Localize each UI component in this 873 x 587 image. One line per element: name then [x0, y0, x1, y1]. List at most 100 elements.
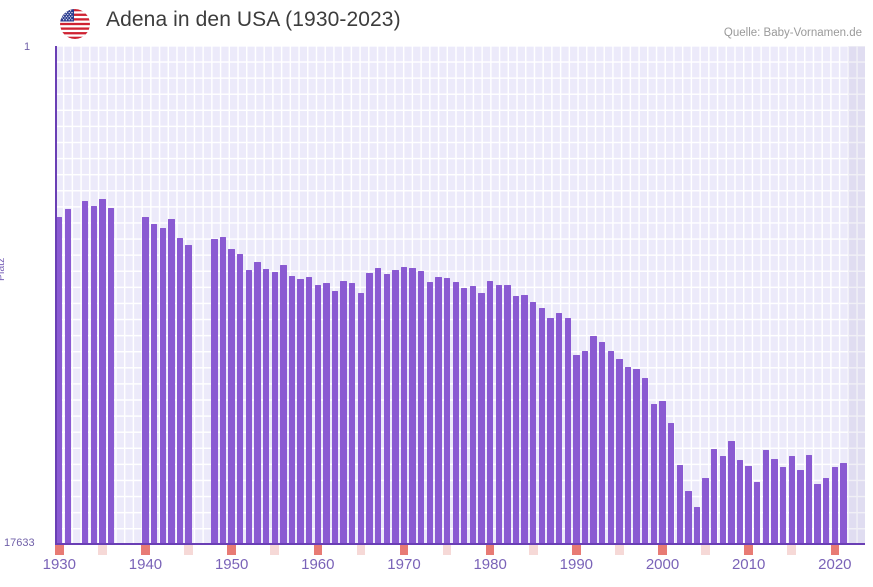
- bar[interactable]: [340, 280, 347, 545]
- bar[interactable]: [323, 283, 330, 545]
- bar[interactable]: [107, 207, 115, 545]
- bar[interactable]: [366, 272, 373, 545]
- bar[interactable]: [633, 369, 640, 545]
- bar[interactable]: [693, 507, 701, 545]
- bar[interactable]: [685, 491, 692, 545]
- bar[interactable]: [331, 291, 339, 545]
- bar[interactable]: [228, 249, 235, 545]
- bar[interactable]: [788, 456, 795, 545]
- x-axis-tick-1970: [399, 545, 409, 555]
- bar[interactable]: [771, 459, 778, 545]
- bar[interactable]: [288, 275, 296, 545]
- bar[interactable]: [728, 441, 735, 545]
- bar[interactable]: [711, 449, 718, 545]
- bar[interactable]: [642, 377, 649, 545]
- bar[interactable]: [150, 224, 158, 545]
- bar[interactable]: [840, 462, 847, 545]
- bar[interactable]: [745, 465, 752, 545]
- x-axis-tick-1975: [442, 545, 452, 555]
- bar[interactable]: [418, 271, 425, 545]
- bar[interactable]: [581, 350, 589, 545]
- bar[interactable]: [667, 422, 675, 545]
- bar[interactable]: [814, 484, 821, 545]
- bar[interactable]: [564, 317, 571, 545]
- bar[interactable]: [297, 279, 304, 545]
- bar[interactable]: [374, 267, 382, 545]
- bar[interactable]: [271, 272, 278, 545]
- bar[interactable]: [314, 285, 321, 545]
- bar[interactable]: [736, 459, 744, 545]
- bar[interactable]: [555, 312, 563, 545]
- x-axis-label-2010: 2010: [731, 556, 766, 573]
- bar[interactable]: [495, 284, 502, 545]
- bar[interactable]: [452, 282, 459, 545]
- bar[interactable]: [168, 218, 175, 545]
- bar[interactable]: [349, 283, 356, 545]
- bar[interactable]: [280, 265, 287, 545]
- bar[interactable]: [590, 335, 597, 545]
- bar[interactable]: [486, 280, 494, 545]
- bar[interactable]: [797, 469, 804, 545]
- bar[interactable]: [443, 277, 451, 545]
- x-axis-label-1970: 1970: [387, 556, 421, 573]
- x-axis-tick-1965: [356, 545, 366, 555]
- bar[interactable]: [624, 366, 632, 545]
- x-axis-tick-1985: [528, 545, 538, 555]
- bar[interactable]: [81, 201, 89, 545]
- bar[interactable]: [831, 467, 839, 545]
- bar[interactable]: [754, 481, 761, 545]
- bar[interactable]: [823, 478, 830, 545]
- x-axis-tick-1945: [184, 545, 193, 555]
- bar[interactable]: [478, 293, 485, 545]
- bar[interactable]: [521, 295, 528, 545]
- bar[interactable]: [607, 351, 614, 545]
- x-axis-tick-1940: [141, 545, 150, 555]
- bar[interactable]: [530, 302, 537, 545]
- bar[interactable]: [538, 308, 546, 545]
- bar[interactable]: [598, 342, 606, 545]
- x-axis-tick-1930: [55, 545, 64, 555]
- bar-series: [55, 46, 865, 545]
- bar[interactable]: [719, 456, 726, 545]
- bar[interactable]: [435, 277, 442, 545]
- bar[interactable]: [357, 293, 365, 545]
- bar[interactable]: [383, 274, 390, 545]
- bar[interactable]: [461, 287, 468, 545]
- bar[interactable]: [762, 450, 770, 545]
- bar[interactable]: [176, 238, 184, 545]
- bar[interactable]: [409, 267, 416, 545]
- bar[interactable]: [392, 270, 399, 545]
- bar[interactable]: [185, 244, 192, 545]
- x-axis-tick-1935: [98, 545, 107, 555]
- bar[interactable]: [56, 216, 63, 545]
- bar[interactable]: [306, 276, 313, 545]
- bar[interactable]: [237, 254, 244, 545]
- bar[interactable]: [702, 477, 709, 545]
- bar[interactable]: [512, 296, 520, 545]
- bar[interactable]: [219, 237, 227, 545]
- bar[interactable]: [805, 454, 813, 545]
- x-axis-tick-1955: [270, 545, 280, 555]
- bar[interactable]: [469, 285, 477, 545]
- bar[interactable]: [504, 284, 511, 545]
- bar[interactable]: [211, 239, 218, 545]
- bar[interactable]: [400, 266, 408, 545]
- bar[interactable]: [779, 467, 787, 545]
- bar[interactable]: [426, 282, 434, 545]
- bar[interactable]: [90, 206, 97, 545]
- bar[interactable]: [650, 403, 658, 545]
- bar[interactable]: [676, 465, 683, 545]
- bar[interactable]: [573, 355, 580, 545]
- x-axis-tick-1950: [227, 545, 236, 555]
- bar[interactable]: [142, 216, 149, 545]
- x-axis-tick-2015: [787, 545, 797, 555]
- bar[interactable]: [245, 269, 253, 545]
- bar[interactable]: [547, 317, 554, 545]
- bar[interactable]: [99, 199, 106, 545]
- bar[interactable]: [616, 359, 623, 545]
- bar[interactable]: [262, 268, 270, 545]
- bar[interactable]: [254, 262, 261, 545]
- bar[interactable]: [64, 208, 72, 545]
- bar[interactable]: [659, 401, 666, 545]
- bar[interactable]: [159, 228, 166, 545]
